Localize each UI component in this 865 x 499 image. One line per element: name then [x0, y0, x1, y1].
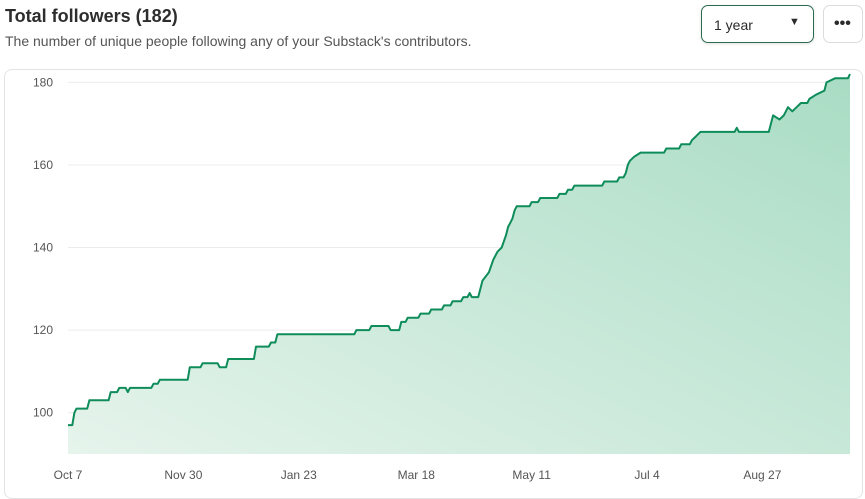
followers-chart: 100 120 140 160 180 Oct 7 Nov 30 Jan 23 Mar 18 M… — [33, 73, 851, 482]
chevron-down-icon: ▼ — [789, 16, 800, 28]
chart-card: 100 120 140 160 180 Oct 7 Nov 30 Jan 23 Mar 18 M… — [4, 69, 863, 499]
time-range-dropdown[interactable]: 1 year ▼ — [701, 5, 814, 43]
series-line — [68, 73, 851, 427]
y-tick-label: 120 — [33, 323, 53, 337]
y-tick-label: 140 — [33, 241, 53, 255]
y-tick-label: 160 — [33, 158, 53, 172]
y-tick-label: 100 — [33, 406, 53, 420]
y-tick-label: 180 — [33, 75, 53, 89]
x-tick-label: Mar 18 — [398, 468, 436, 482]
time-range-label: 1 year — [714, 17, 753, 33]
series-line-layer — [68, 73, 851, 427]
more-horizontal-icon: ••• — [834, 15, 851, 32]
x-tick-label: May 11 — [512, 468, 551, 482]
x-tick-label: Oct 7 — [54, 468, 83, 482]
x-axis: Oct 7 Nov 30 Jan 23 Mar 18 May 11 Jul 4 Aug 27 — [54, 468, 782, 482]
chart-header: Total followers (182) The number of uniq… — [0, 0, 865, 60]
area-fill-layer — [68, 74, 850, 454]
series-area — [68, 74, 850, 454]
more-options-button[interactable]: ••• — [823, 5, 863, 43]
page-title: Total followers (182) — [5, 6, 178, 26]
page-subtitle: The number of unique people following an… — [5, 33, 472, 49]
x-tick-label: Nov 30 — [164, 468, 202, 482]
x-tick-label: Aug 27 — [743, 468, 781, 482]
x-tick-label: Jul 4 — [634, 468, 660, 482]
y-axis: 100 120 140 160 180 — [33, 75, 53, 419]
x-tick-label: Jan 23 — [281, 468, 317, 482]
